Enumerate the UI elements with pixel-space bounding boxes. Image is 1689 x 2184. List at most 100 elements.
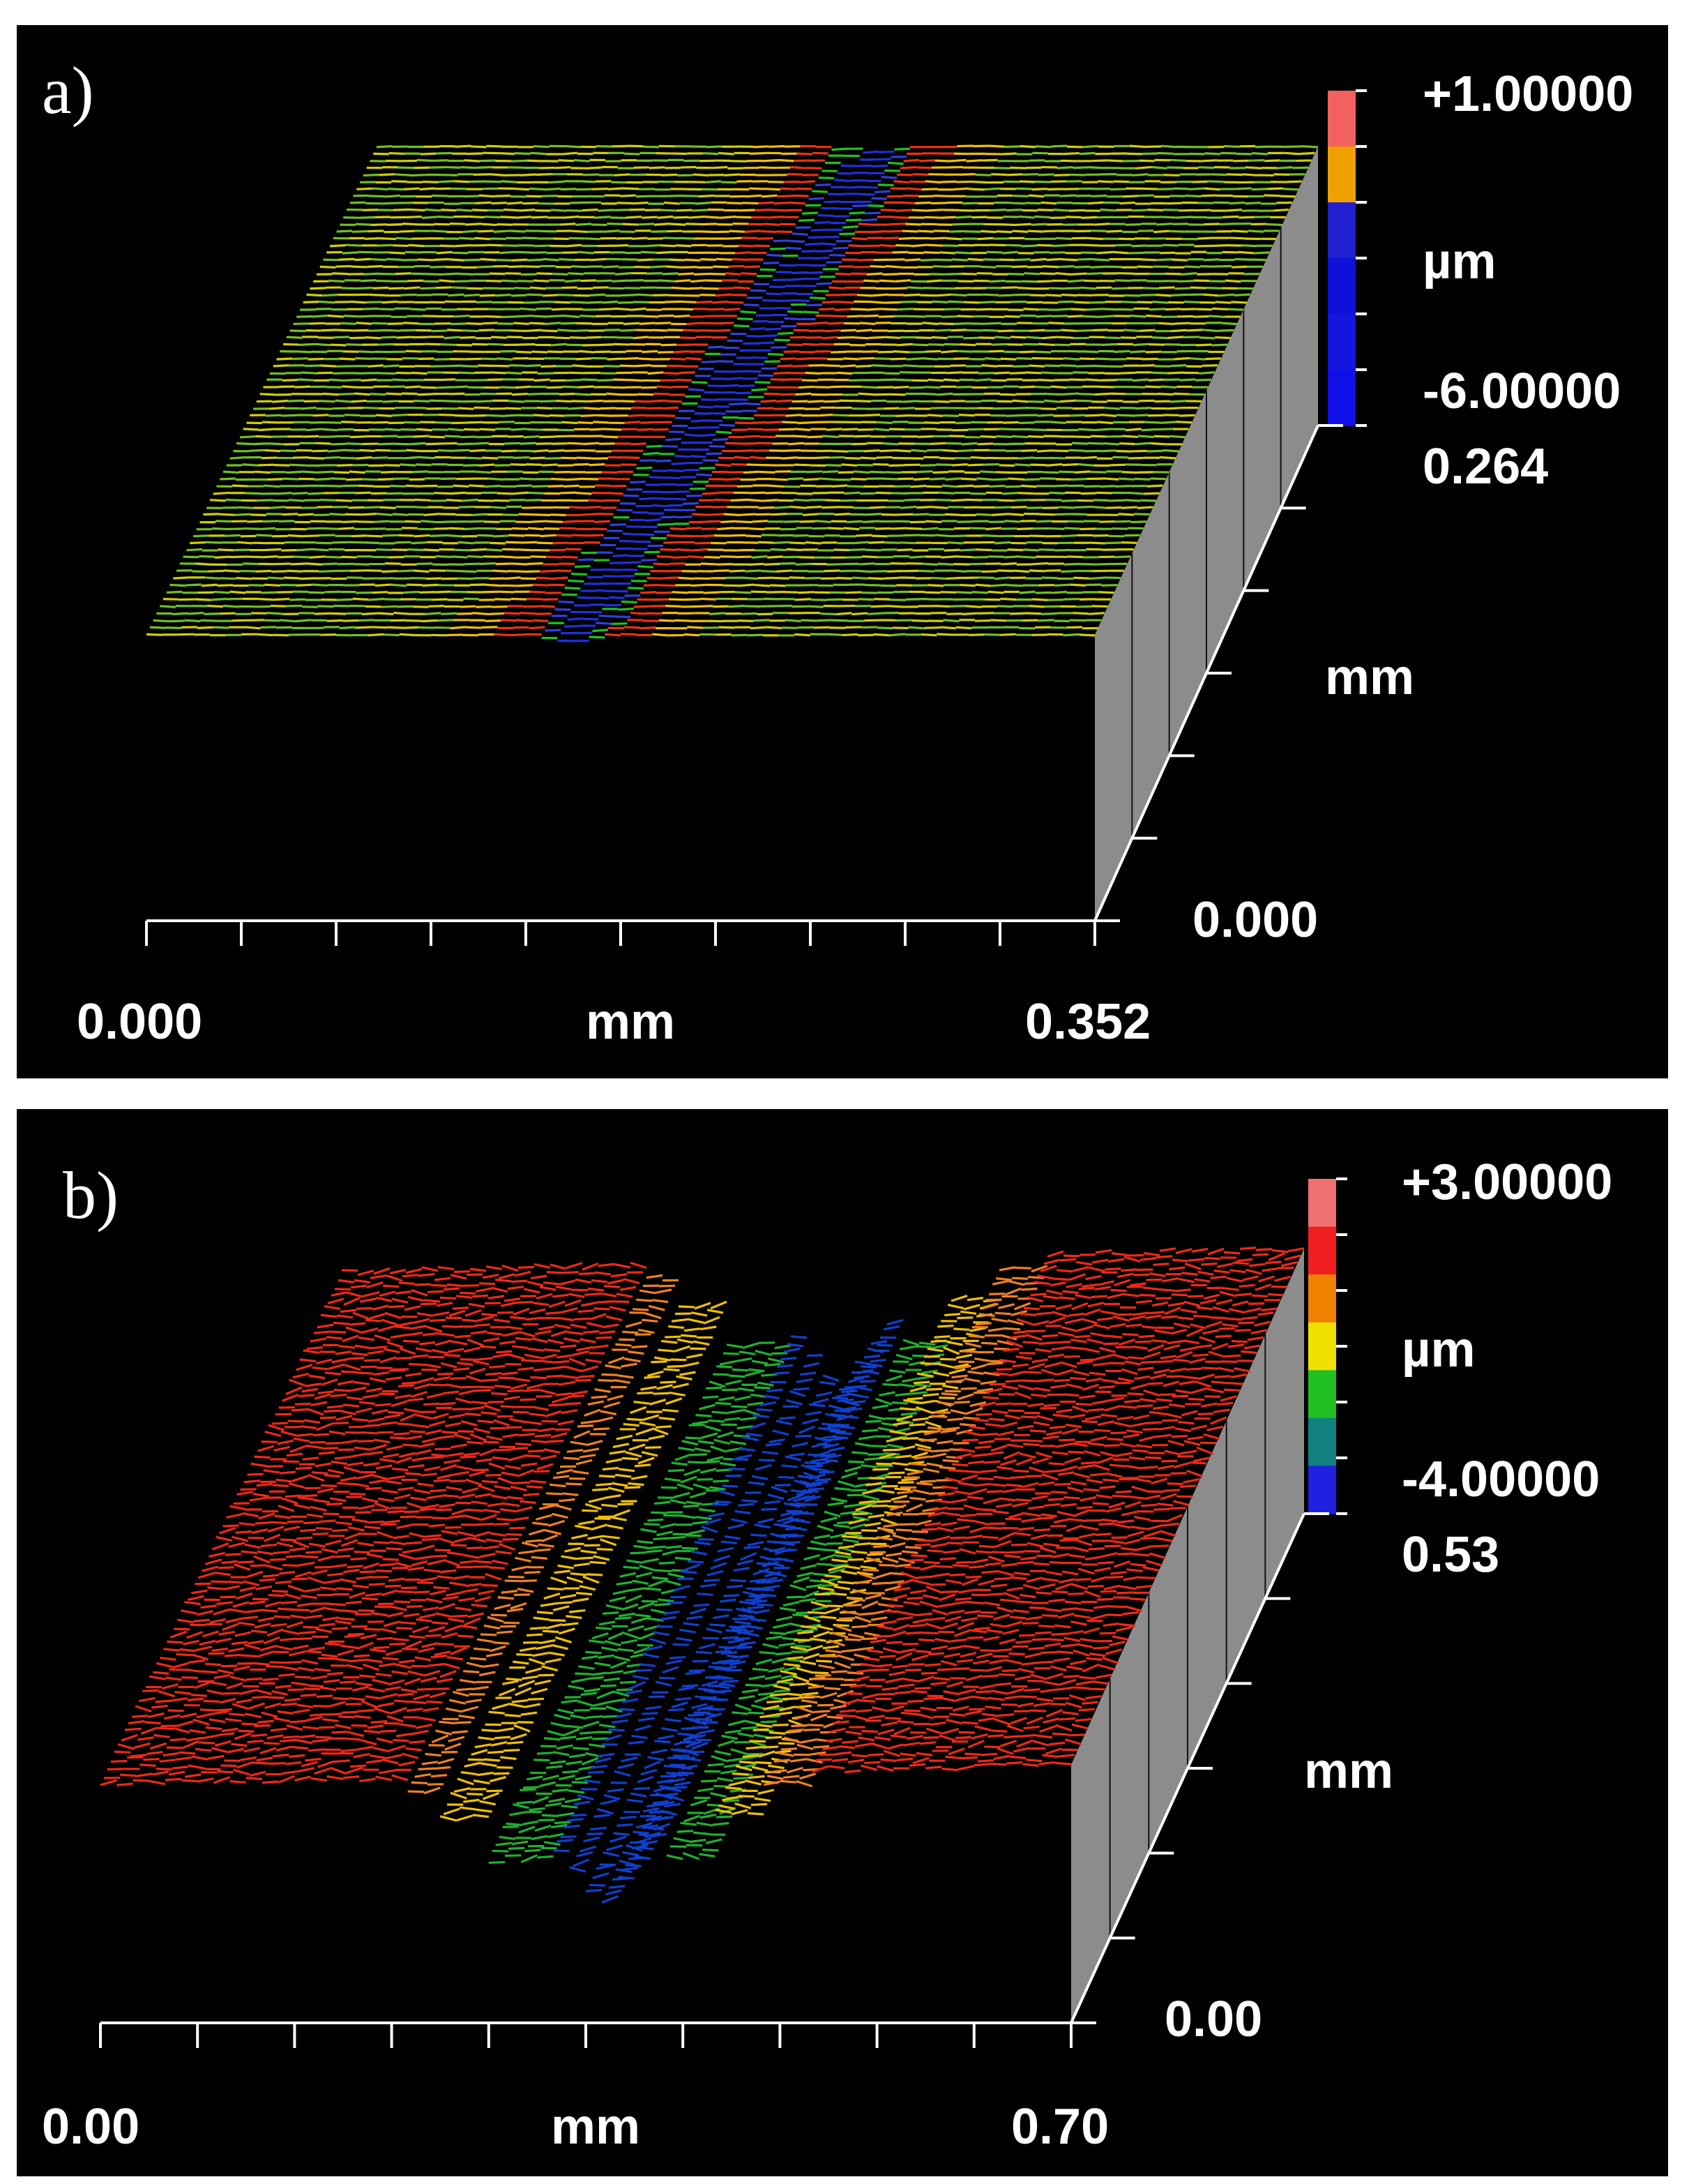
scan-line bbox=[764, 188, 781, 191]
scan-line bbox=[1114, 1279, 1131, 1287]
scan-line bbox=[990, 619, 1007, 622]
scan-line bbox=[1056, 236, 1072, 241]
scan-line bbox=[322, 293, 338, 297]
scan-line bbox=[889, 1369, 906, 1374]
scan-line bbox=[679, 236, 695, 240]
scan-line bbox=[862, 520, 879, 524]
scan-line bbox=[683, 1327, 701, 1332]
scan-line bbox=[372, 421, 388, 424]
scan-line bbox=[681, 266, 697, 269]
scan-line bbox=[877, 421, 893, 425]
scan-line bbox=[840, 1406, 857, 1411]
scan-line bbox=[1103, 477, 1119, 481]
scan-line bbox=[749, 491, 766, 495]
scan-line bbox=[899, 201, 916, 204]
scan-line bbox=[1037, 209, 1054, 212]
scan-line bbox=[582, 513, 598, 516]
scan-line bbox=[343, 315, 360, 318]
scan-line bbox=[882, 273, 899, 276]
scan-line bbox=[994, 541, 1011, 545]
scan-line bbox=[493, 1318, 510, 1323]
scan-line bbox=[341, 421, 357, 423]
scan-line bbox=[885, 301, 901, 304]
scan-line bbox=[687, 287, 704, 290]
scan-line bbox=[605, 1315, 623, 1322]
scan-line bbox=[596, 279, 612, 283]
scan-line bbox=[582, 208, 598, 212]
scan-line bbox=[1188, 1258, 1205, 1262]
scan-line bbox=[783, 1347, 801, 1353]
scan-line bbox=[417, 393, 434, 396]
scan-line bbox=[679, 1371, 696, 1376]
scan-line bbox=[1148, 378, 1165, 382]
scan-line bbox=[985, 527, 1002, 531]
scan-line bbox=[486, 414, 502, 417]
scan-line bbox=[1000, 597, 1017, 601]
scan-line bbox=[382, 534, 399, 537]
scan-line bbox=[338, 1279, 355, 1283]
scan-line bbox=[571, 573, 587, 576]
scan-line bbox=[1148, 1311, 1165, 1315]
scan-line bbox=[775, 1419, 792, 1426]
scan-line bbox=[671, 462, 688, 465]
scan-line bbox=[1090, 470, 1107, 474]
scan-line bbox=[692, 173, 709, 177]
scan-line bbox=[699, 294, 715, 296]
scan-line bbox=[1122, 1333, 1139, 1336]
scan-line bbox=[623, 1278, 640, 1285]
scan-line bbox=[599, 407, 616, 410]
scan-line bbox=[367, 264, 383, 269]
scan-line bbox=[244, 492, 261, 495]
scan-line bbox=[419, 591, 435, 594]
scan-line bbox=[421, 520, 437, 524]
scan-line bbox=[1132, 414, 1149, 417]
scan-line bbox=[492, 1353, 509, 1359]
scan-line bbox=[432, 1311, 450, 1317]
scan-line bbox=[982, 1302, 999, 1310]
scan-line bbox=[501, 279, 518, 283]
scan-line bbox=[348, 506, 365, 509]
scan-line bbox=[414, 166, 430, 170]
scan-line bbox=[1153, 229, 1169, 234]
scan-line bbox=[1152, 300, 1169, 304]
scan-line bbox=[1085, 1274, 1102, 1281]
scan-line bbox=[759, 1401, 776, 1407]
scan-line bbox=[615, 272, 631, 276]
scan-line bbox=[561, 1306, 578, 1314]
scan-line bbox=[1059, 399, 1076, 403]
scan-line bbox=[1000, 1334, 1017, 1341]
scan-line bbox=[630, 1261, 647, 1270]
scan-line bbox=[651, 504, 667, 508]
scan-line bbox=[662, 236, 679, 240]
scan-line bbox=[1100, 413, 1116, 417]
scan-line bbox=[1195, 378, 1212, 382]
scan-line bbox=[1169, 435, 1186, 439]
scan-line bbox=[1007, 1319, 1024, 1326]
scan-line bbox=[628, 279, 644, 282]
scan-line bbox=[833, 1423, 850, 1427]
scan-line bbox=[621, 600, 637, 604]
scan-line bbox=[146, 633, 162, 636]
scan-line bbox=[508, 1353, 525, 1360]
scan-line bbox=[1072, 1265, 1089, 1272]
scan-line bbox=[508, 265, 524, 269]
scan-line bbox=[300, 406, 317, 410]
scan-line bbox=[1080, 286, 1096, 290]
scan-line bbox=[1084, 414, 1101, 417]
scan-line bbox=[637, 393, 654, 396]
scan-line bbox=[388, 187, 404, 191]
scan-line bbox=[898, 236, 915, 241]
scan-line bbox=[1234, 1329, 1251, 1332]
scan-line bbox=[467, 421, 483, 424]
scan-line bbox=[411, 1288, 428, 1297]
scan-line bbox=[925, 349, 941, 353]
scan-line bbox=[962, 612, 978, 616]
scan-line bbox=[621, 1362, 637, 1368]
scan-line bbox=[813, 256, 830, 260]
scan-line bbox=[657, 351, 674, 354]
scan-line bbox=[376, 279, 392, 283]
scan-line bbox=[527, 258, 544, 262]
scan-line bbox=[952, 1363, 969, 1369]
scan-line bbox=[1064, 287, 1081, 290]
scan-line bbox=[1062, 1290, 1079, 1295]
